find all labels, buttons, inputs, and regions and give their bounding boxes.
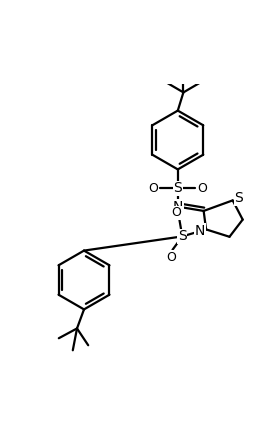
Text: O: O bbox=[148, 182, 158, 195]
Text: N: N bbox=[195, 224, 205, 238]
Text: O: O bbox=[166, 250, 176, 263]
Text: S: S bbox=[234, 191, 243, 205]
Text: S: S bbox=[173, 181, 182, 195]
Text: S: S bbox=[178, 229, 187, 243]
Text: O: O bbox=[172, 207, 182, 220]
Text: N: N bbox=[172, 200, 183, 214]
Text: O: O bbox=[197, 182, 207, 195]
